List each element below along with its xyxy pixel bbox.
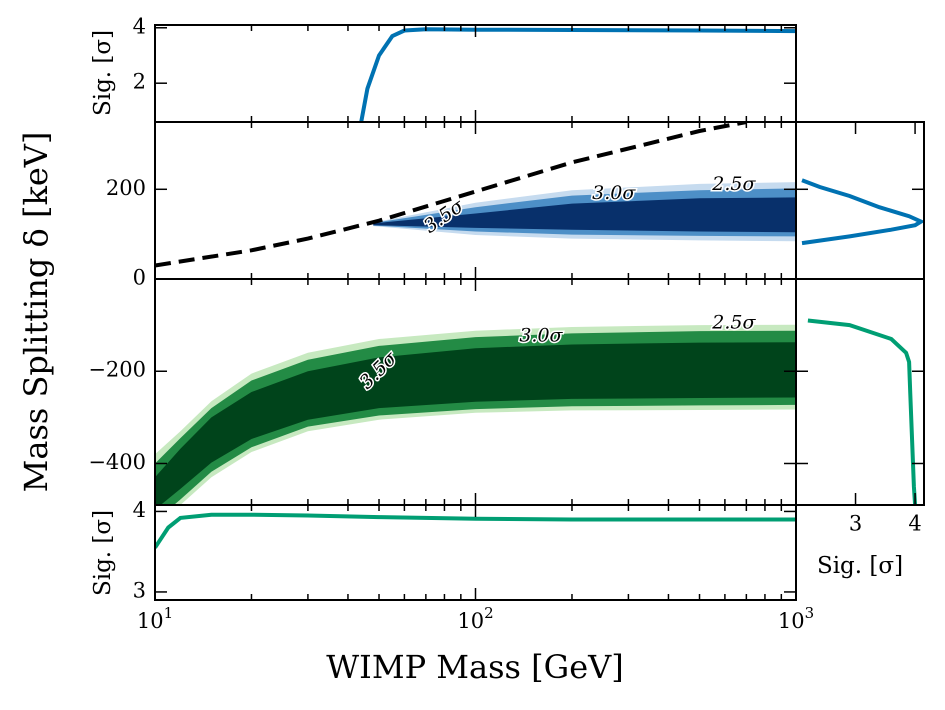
upper-y-tick-label: 200 [106, 176, 146, 200]
upper-region-3.5sigma [373, 197, 796, 233]
top-sig-y-tick-label: 2 [133, 70, 146, 94]
panel-frames [154, 24, 925, 601]
lower-contour-label: 2.5σ [711, 311, 756, 333]
upper-y-tick-label: 0 [133, 266, 146, 290]
y-axis-label: Mass Splitting δ [keV] [17, 132, 55, 493]
x-tick-label: 102 [457, 604, 493, 633]
right-lower-significance-curve [807, 318, 918, 505]
upper-contour-label: 2.5σ [711, 173, 756, 195]
tick-labels: 101 102 103 0 200 −200 −400 2 4 3 4 3 4 [88, 14, 921, 633]
lower-panel-regions [155, 324, 796, 505]
right-upper-significance-group [801, 178, 924, 246]
bottom-significance-ylabel: Sig. [σ] [90, 510, 116, 596]
lower-region-3.5sigma [155, 342, 796, 505]
bottom-significance-curve [155, 512, 796, 549]
upper-boundary-curve [155, 122, 747, 268]
top-sig-y-tick-label: 4 [133, 14, 146, 38]
upper-panel-regions [373, 182, 796, 242]
x-tick-label: 101 [137, 604, 173, 633]
top-significance-curve [359, 27, 796, 122]
top-significance-frame [154, 24, 797, 123]
lower-y-tick-label: −200 [88, 358, 146, 382]
upper-panel-boundary-group [155, 122, 747, 268]
top-significance-ylabel: Sig. [σ] [90, 30, 116, 116]
right-x-tick-label: 3 [849, 512, 862, 536]
upper-contour-label: 3.0σ [592, 182, 636, 204]
bottom-sig-y-tick-label: 3 [133, 578, 146, 602]
x-tick-label: 103 [778, 604, 814, 633]
right-upper-significance-curve [801, 178, 924, 246]
bottom-significance-frame [154, 504, 797, 601]
right-x-tick-label: 4 [908, 512, 921, 536]
lower-contour-label: 3.0σ [519, 325, 563, 347]
bottom-significance-group [155, 512, 796, 549]
right-lower-significance-group [807, 318, 918, 505]
top-significance-group [359, 27, 796, 122]
x-axis-label: WIMP Mass [GeV] [326, 648, 623, 686]
right-significance-xlabel: Sig. [σ] [817, 553, 903, 579]
lower-y-tick-label: −400 [88, 450, 146, 474]
bottom-sig-y-tick-label: 4 [133, 498, 146, 522]
right-lower-significance-frame [795, 278, 925, 506]
